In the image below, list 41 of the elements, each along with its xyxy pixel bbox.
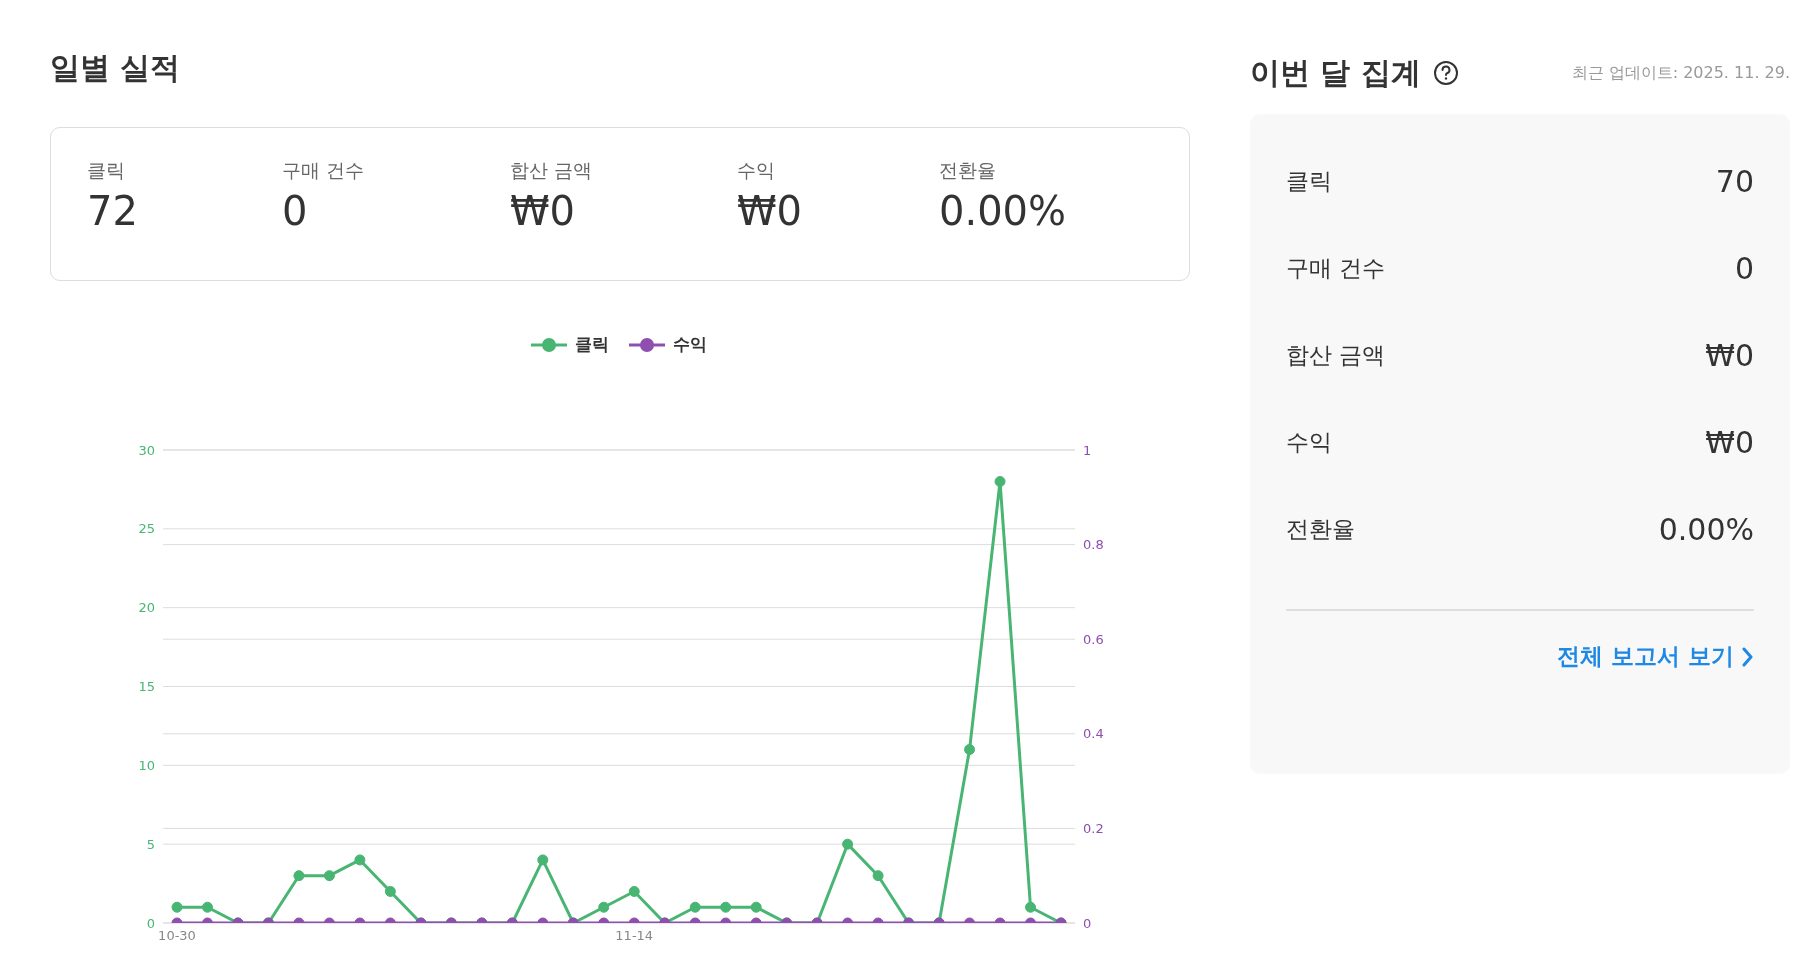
text: 이번 달 집계 xyxy=(1250,53,1421,92)
y2-tick-label: 0.8 xyxy=(1083,537,1104,553)
y-tick-label: 20 xyxy=(138,600,155,616)
text: 클릭 xyxy=(1286,167,1332,196)
text: 합산 금액 xyxy=(1286,341,1386,370)
y2-tick-label: 0.2 xyxy=(1083,821,1104,837)
y-tick-label: 5 xyxy=(146,836,155,852)
text: 클릭 xyxy=(87,158,126,183)
text: ₩0 xyxy=(1705,425,1754,460)
legend-label: 클릭 xyxy=(573,333,609,356)
text: 최근 업데이트: 2025. 11. 29. xyxy=(1571,62,1790,84)
text: 일별 실적 xyxy=(50,49,182,87)
text: 0 xyxy=(1734,251,1754,286)
text: 0.00% xyxy=(1658,512,1754,547)
y-tick-label: 10 xyxy=(138,757,155,773)
text: ₩0 xyxy=(737,188,802,234)
text: ₩0 xyxy=(1705,338,1754,373)
y-tick-label: 25 xyxy=(138,521,155,537)
text: 전환율 xyxy=(1286,515,1355,544)
text: 전체 보고서 보기 xyxy=(1556,642,1734,671)
y2-tick-label: 1 xyxy=(1083,442,1092,458)
text: 72 xyxy=(87,188,138,234)
text: 합산 금액 xyxy=(510,158,593,183)
y2-tick-label: 0.6 xyxy=(1083,631,1104,647)
y-tick-label: 0 xyxy=(146,915,155,931)
text: 수익 xyxy=(737,158,776,183)
x-tick-label: 11-14 xyxy=(615,928,654,944)
text: 0 xyxy=(282,188,309,234)
y-tick-label: 30 xyxy=(138,442,155,458)
y-tick-label: 15 xyxy=(138,679,155,695)
text: 70 xyxy=(1715,164,1754,199)
text: 수익 xyxy=(1286,428,1332,457)
y2-tick-label: 0 xyxy=(1083,915,1092,931)
x-tick-label: 10-30 xyxy=(158,928,196,944)
text: 구매 건수 xyxy=(1286,254,1386,283)
text: ₩0 xyxy=(510,188,576,234)
text: 구매 건수 xyxy=(282,158,365,183)
text: 전환율 xyxy=(939,158,997,183)
legend-label: 수익 xyxy=(671,333,707,356)
text: 0.00% xyxy=(939,188,1067,234)
y2-tick-label: 0.4 xyxy=(1083,726,1104,742)
